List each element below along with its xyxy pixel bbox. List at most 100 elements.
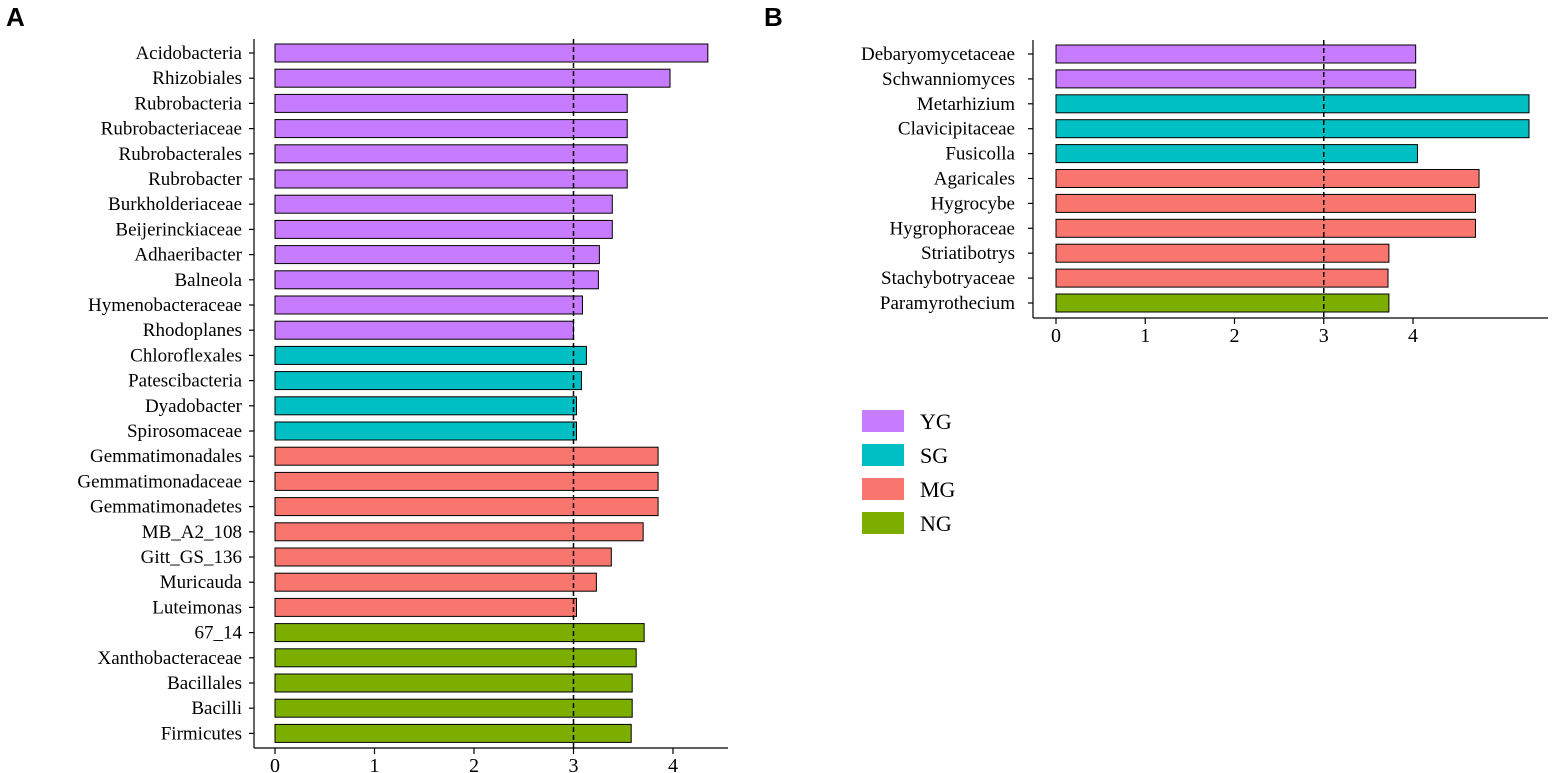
bar — [274, 396, 577, 416]
category-label: Rhodoplanes — [143, 320, 242, 341]
bar — [274, 345, 587, 365]
bar — [274, 497, 659, 517]
category-label: Gemmatimonadales — [90, 446, 242, 467]
bar — [274, 219, 613, 239]
category-label: Hygrophoraceae — [889, 218, 1015, 239]
category-label: 67_14 — [195, 623, 243, 644]
category-label: Agaricales — [934, 169, 1015, 190]
bar — [274, 119, 628, 139]
bar — [274, 169, 628, 189]
category-label: Dyadobacter — [145, 396, 243, 417]
category-label: Spirosomaceae — [127, 421, 242, 442]
bar — [274, 698, 633, 718]
category-label: Acidobacteria — [135, 43, 242, 64]
x-tick-label: 0 — [270, 755, 280, 773]
category-label: Clavicipitaceae — [898, 119, 1015, 140]
category-label: Luteimonas — [152, 597, 242, 618]
x-tick-label: 2 — [469, 755, 479, 773]
bar — [274, 673, 633, 693]
panel-a-chart: 0 1 2 3 4 Acidobacteria Rhizobiales Rubrobacter… — [77, 39, 728, 773]
x-tick-label: 1 — [1140, 325, 1150, 347]
category-label: Gemmatimonadetes — [90, 497, 242, 518]
legend-swatch — [862, 512, 904, 534]
category-label: Schwanniomyces — [882, 69, 1015, 90]
category-label: Balneola — [174, 270, 242, 291]
bar — [1055, 69, 1417, 89]
category-label: Rubrobacteria — [134, 93, 242, 114]
category-label: Debaryomycetaceae — [861, 44, 1015, 65]
bar — [274, 648, 637, 668]
category-label: Rhizobiales — [152, 68, 242, 89]
category-label: Adhaeribacter — [134, 245, 242, 266]
bar — [1055, 119, 1530, 139]
panel-b-letter: B — [764, 2, 783, 32]
bar — [1055, 44, 1417, 64]
bar — [274, 723, 632, 743]
category-label: Gitt_GS_136 — [141, 547, 242, 568]
category-label: Striatibotrys — [921, 243, 1015, 264]
category-label: Rubrobacter — [148, 169, 243, 190]
bar — [274, 522, 644, 542]
bar — [1055, 193, 1476, 213]
bar — [274, 320, 574, 340]
category-label: Burkholderiaceae — [108, 194, 242, 215]
x-tick-label: 4 — [668, 755, 678, 773]
legend-label: YG — [920, 409, 952, 434]
category-label: Rubrobacteriaceae — [101, 119, 242, 140]
legend-label: SG — [920, 443, 948, 468]
bar — [1055, 144, 1418, 164]
bar — [274, 68, 671, 88]
legend-swatch — [862, 478, 904, 500]
bar — [1055, 218, 1476, 238]
category-label: Fusicolla — [945, 144, 1015, 165]
bar — [274, 295, 583, 315]
panel-b-chart: 0 1 2 3 4 Debaryomycetaceae Schwanniomyces Meta… — [861, 40, 1548, 347]
bar — [274, 93, 628, 113]
category-label: MB_A2_108 — [142, 522, 242, 543]
x-tick-label: 3 — [569, 755, 579, 773]
category-label: Muricauda — [160, 572, 243, 593]
x-tick-label: 3 — [1319, 325, 1329, 347]
bar — [274, 194, 613, 214]
legend-label: MG — [920, 477, 956, 502]
panel-a-letter: A — [6, 2, 25, 32]
bar — [274, 245, 600, 265]
category-label: Hygrocybe — [931, 193, 1015, 214]
legend-swatch — [862, 444, 904, 466]
bar — [274, 471, 659, 491]
category-label: Stachybotryaceae — [881, 268, 1015, 289]
category-label: Chloroflexales — [130, 345, 242, 366]
bar — [274, 371, 582, 391]
category-label: Metarhizium — [917, 94, 1015, 115]
bar — [1055, 293, 1390, 313]
category-label: Beijerinckiaceae — [115, 219, 242, 240]
bar — [274, 572, 597, 592]
x-tick-label: 4 — [1408, 325, 1418, 347]
bar — [274, 547, 612, 567]
category-label: Paramyrothecium — [880, 293, 1015, 314]
bar — [274, 623, 645, 643]
x-tick-label: 2 — [1230, 325, 1240, 347]
bar — [274, 597, 577, 617]
category-label: Patescibacteria — [128, 371, 243, 392]
bar — [274, 270, 599, 290]
category-label: Bacillales — [167, 673, 242, 694]
bar — [274, 144, 628, 164]
bar — [274, 446, 659, 466]
bar — [1055, 169, 1480, 188]
category-label: Gemmatimonadaceae — [77, 471, 242, 492]
bar — [1055, 94, 1530, 114]
bar — [274, 421, 577, 441]
legend: YG SG MG NG — [862, 409, 956, 536]
legend-label: NG — [920, 511, 952, 536]
legend-swatch — [862, 410, 904, 432]
bar — [1055, 243, 1390, 263]
bar — [1055, 268, 1389, 288]
category-label: Firmicutes — [161, 723, 242, 744]
category-label: Bacilli — [191, 698, 242, 719]
category-label: Rubrobacterales — [119, 144, 242, 165]
x-tick-label: 1 — [370, 755, 380, 773]
x-tick-label: 0 — [1051, 325, 1061, 347]
bar — [274, 43, 709, 63]
